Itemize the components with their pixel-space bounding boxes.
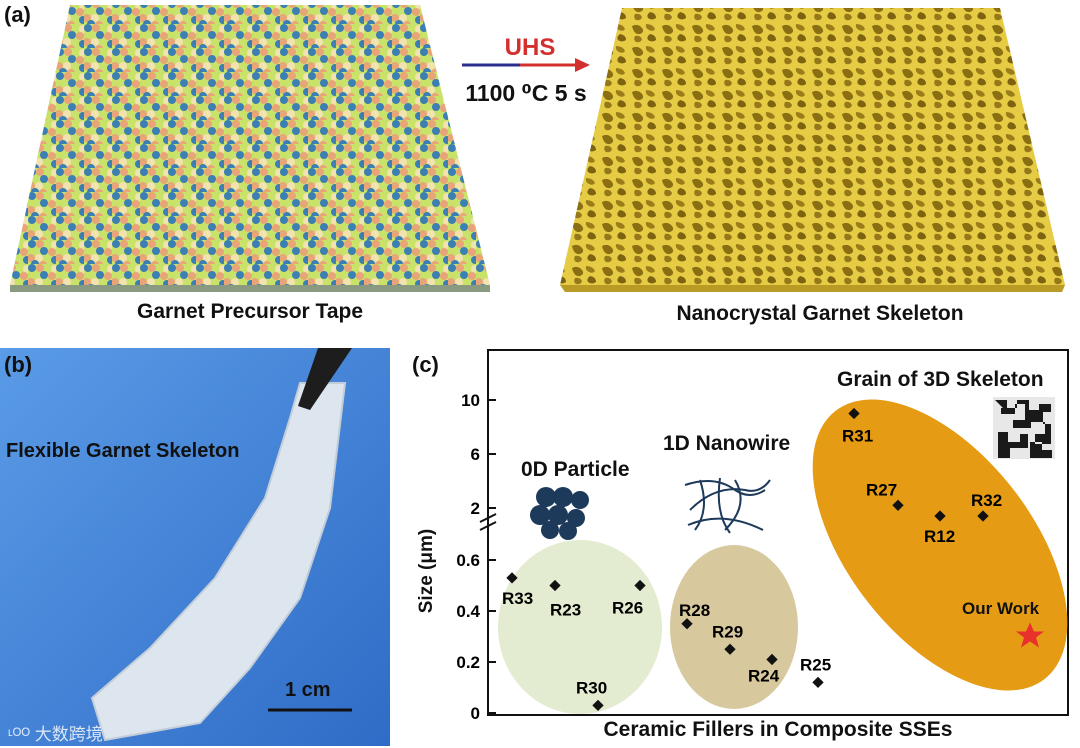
data-point-marker xyxy=(634,579,646,592)
data-point-label: R33 xyxy=(502,589,533,608)
skeleton-texture-icon xyxy=(993,397,1055,459)
data-point-label: R26 xyxy=(612,599,643,618)
data-point-label: R23 xyxy=(550,601,581,620)
y-axis-upper: 2 6 10 xyxy=(461,391,496,518)
garnet-skeleton-edge xyxy=(560,285,1065,292)
data-point-label: R29 xyxy=(712,622,743,641)
y-tick-label: 2 xyxy=(471,499,480,518)
group-label-0d: 0D Particle xyxy=(521,458,630,481)
precursor-tape xyxy=(10,5,490,285)
precursor-tape-edge xyxy=(10,285,490,292)
data-point-marker xyxy=(977,510,989,522)
data-point-marker xyxy=(506,572,518,584)
ellipse-3d-skeleton xyxy=(812,399,1068,691)
flexible-tape-photo xyxy=(0,348,390,746)
data-point-marker xyxy=(934,510,946,522)
flexible-skeleton-label: Flexible Garnet Skeleton xyxy=(6,440,240,462)
y-tick-label: 0.2 xyxy=(456,653,480,672)
data-point-label: R28 xyxy=(679,601,710,620)
group-label-1d: 1D Nanowire xyxy=(663,432,791,455)
y-axis-label: Size (μm) xyxy=(416,528,437,614)
x-axis-label: Ceramic Fillers in Composite SSEs xyxy=(603,718,953,741)
data-point-label: R24 xyxy=(748,666,780,685)
data-point-marker xyxy=(681,618,693,630)
plot-frame xyxy=(487,349,1069,716)
our-work-star xyxy=(1016,622,1044,648)
flexible-tape xyxy=(90,382,347,742)
group-label-3d: Grain of 3D Skeleton xyxy=(837,368,1044,391)
y-tick-label: 10 xyxy=(461,391,480,410)
precursor-tape-caption: Garnet Precursor Tape xyxy=(136,300,364,323)
uhs-label: UHS xyxy=(504,34,556,61)
data-point-label: R12 xyxy=(924,527,955,546)
watermark-text: 大数跨境 xyxy=(34,725,103,744)
y-tick-label: 0.4 xyxy=(456,602,480,621)
panel-b-letter: (b) xyxy=(4,352,33,377)
panel-c-letter: (c) xyxy=(412,352,439,377)
uhs-arrow-head xyxy=(575,58,590,72)
y-axis-label-wrap: Size (μm) xyxy=(416,512,437,632)
data-point-label: R25 xyxy=(800,655,831,674)
ellipse-0d-particle xyxy=(498,540,662,714)
data-point-label: R31 xyxy=(842,427,873,446)
nanowire-icon xyxy=(684,477,771,534)
y-tick-label: 0.6 xyxy=(456,551,480,570)
tweezers xyxy=(298,348,352,410)
watermark: ᶫᴼᴼ 大数跨境 xyxy=(8,720,103,745)
data-point-marker xyxy=(724,643,736,655)
panel-a-illustration xyxy=(10,5,1065,292)
y-axis-lower: 0 0.2 0.4 0.6 xyxy=(456,551,496,723)
data-point-marker xyxy=(549,579,561,592)
data-point-marker xyxy=(892,499,904,511)
scale-bar-label: 1 cm xyxy=(285,679,331,701)
y-tick-label: 0 xyxy=(471,704,480,723)
watermark-logo-icon: ᶫᴼᴼ xyxy=(8,725,35,744)
panel-a-letter: (a) xyxy=(4,2,31,27)
data-point-marker xyxy=(766,653,778,666)
skeleton-caption: Nanocrystal Garnet Skeleton xyxy=(676,302,964,325)
uhs-condition-label: 1100 ⁰C 5 s xyxy=(465,80,587,106)
axis-break-mark xyxy=(479,513,497,523)
particle-cluster-icon xyxy=(530,487,589,540)
data-point-marker xyxy=(812,676,824,689)
data-point-label: R30 xyxy=(576,678,607,697)
axis-break-mark xyxy=(479,521,497,531)
garnet-skeleton xyxy=(560,8,1065,285)
our-work-label: Our Work xyxy=(962,599,1040,618)
data-point-label: R32 xyxy=(971,491,1002,510)
panel-b-photo: (b) Flexible Garnet Skeleton 1 cm ᶫᴼᴼ 大数… xyxy=(0,348,390,746)
data-point-label: R27 xyxy=(866,480,897,499)
y-tick-label: 6 xyxy=(471,445,480,464)
data-point-marker xyxy=(592,699,604,712)
ellipse-1d-nanowire xyxy=(670,545,798,709)
